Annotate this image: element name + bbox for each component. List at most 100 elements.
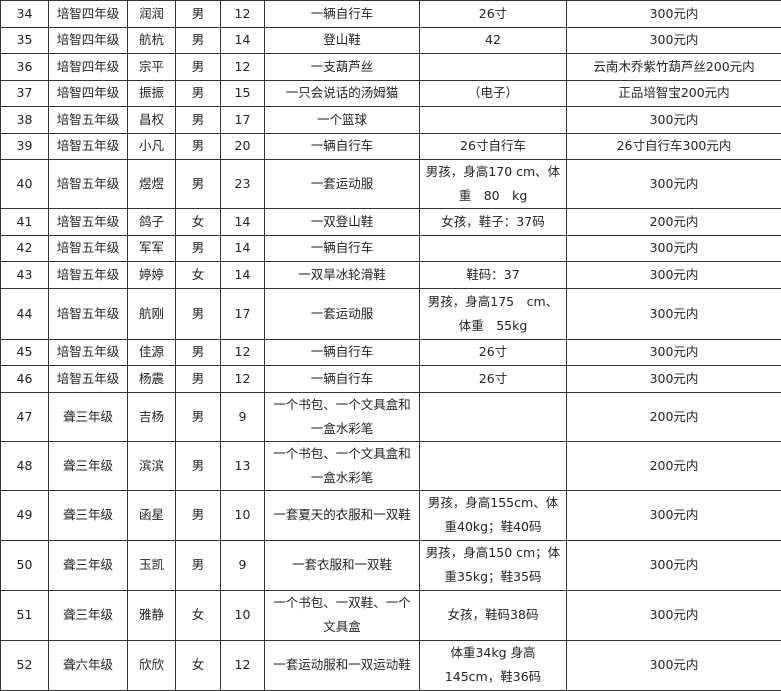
cell-budget: 300元内 [567, 540, 781, 590]
cell-grade: 培智五年级 [49, 288, 128, 339]
cell-budget: 300元内 [567, 366, 781, 393]
cell-age: 12 [221, 54, 265, 81]
cell-sex: 女 [176, 209, 221, 236]
cell-wish: 一双旱冰轮滑鞋 [265, 262, 420, 289]
cell-note: 26寸自行车 [420, 133, 567, 160]
cell-no: 49 [1, 490, 49, 540]
cell-wish: 一套运动服 [265, 160, 420, 209]
cell-sex: 女 [176, 640, 221, 690]
cell-no: 34 [1, 1, 49, 28]
cell-sex: 男 [176, 540, 221, 590]
cell-age: 14 [221, 262, 265, 289]
cell-age: 9 [221, 540, 265, 590]
cell-wish: 一辆自行车 [265, 339, 420, 366]
cell-budget: 200元内 [567, 209, 781, 236]
cell-no: 52 [1, 640, 49, 690]
cell-name: 宗平 [128, 54, 176, 81]
cell-wish: 一个书包、一双鞋、一个文具盒 [265, 590, 420, 640]
cell-note: 42 [420, 27, 567, 54]
cell-sex: 男 [176, 160, 221, 209]
cell-age: 20 [221, 133, 265, 160]
cell-no: 40 [1, 160, 49, 209]
cell-no: 37 [1, 80, 49, 107]
cell-wish: 一双登山鞋 [265, 209, 420, 236]
cell-grade: 培智五年级 [49, 209, 128, 236]
cell-budget: 300元内 [567, 1, 781, 28]
cell-no: 41 [1, 209, 49, 236]
cell-name: 航刚 [128, 288, 176, 339]
cell-name: 润润 [128, 1, 176, 28]
cell-note [420, 441, 567, 490]
cell-no: 43 [1, 262, 49, 289]
cell-no: 46 [1, 366, 49, 393]
cell-age: 13 [221, 441, 265, 490]
cell-wish: 一套衣服和一双鞋 [265, 540, 420, 590]
cell-wish: 一套运动服 [265, 288, 420, 339]
cell-age: 10 [221, 590, 265, 640]
cell-age: 17 [221, 288, 265, 339]
cell-grade: 聋三年级 [49, 441, 128, 490]
cell-sex: 男 [176, 1, 221, 28]
cell-wish: 登山鞋 [265, 27, 420, 54]
cell-age: 12 [221, 366, 265, 393]
cell-sex: 男 [176, 80, 221, 107]
cell-no: 35 [1, 27, 49, 54]
cell-no: 45 [1, 339, 49, 366]
cell-age: 12 [221, 1, 265, 28]
cell-note: 女孩，鞋子：37码 [420, 209, 567, 236]
cell-note: 26寸 [420, 1, 567, 28]
cell-grade: 培智五年级 [49, 366, 128, 393]
cell-no: 42 [1, 235, 49, 262]
cell-wish: 一套运动服和一双运动鞋 [265, 640, 420, 690]
cell-wish: 一只会说话的汤姆猫 [265, 80, 420, 107]
cell-name: 鸽子 [128, 209, 176, 236]
cell-name: 军军 [128, 235, 176, 262]
cell-no: 36 [1, 54, 49, 81]
cell-note: 男孩，身高150 cm；体重35kg；鞋35码 [420, 540, 567, 590]
cell-wish: 一支葫芦丝 [265, 54, 420, 81]
cell-note [420, 392, 567, 441]
cell-sex: 男 [176, 490, 221, 540]
cell-note: 男孩，身高170 cm、体重 80 kg [420, 160, 567, 209]
cell-budget: 200元内 [567, 441, 781, 490]
cell-age: 12 [221, 640, 265, 690]
cell-age: 14 [221, 235, 265, 262]
cell-budget: 300元内 [567, 235, 781, 262]
cell-wish: 一辆自行车 [265, 366, 420, 393]
cell-budget: 300元内 [567, 107, 781, 134]
cell-budget: 300元内 [567, 262, 781, 289]
cell-grade: 培智四年级 [49, 80, 128, 107]
cell-grade: 培智四年级 [49, 27, 128, 54]
cell-sex: 男 [176, 288, 221, 339]
cell-age: 9 [221, 392, 265, 441]
cell-wish: 一辆自行车 [265, 1, 420, 28]
cell-no: 39 [1, 133, 49, 160]
cell-sex: 女 [176, 262, 221, 289]
cell-grade: 培智五年级 [49, 133, 128, 160]
cell-name: 煜煜 [128, 160, 176, 209]
cell-name: 杨震 [128, 366, 176, 393]
cell-name: 婷婷 [128, 262, 176, 289]
cell-sex: 男 [176, 441, 221, 490]
cell-note: 26寸 [420, 339, 567, 366]
cell-name: 佳源 [128, 339, 176, 366]
cell-grade: 培智四年级 [49, 54, 128, 81]
cell-wish: 一套夏天的衣服和一双鞋 [265, 490, 420, 540]
cell-budget: 300元内 [567, 640, 781, 690]
cell-budget: 200元内 [567, 392, 781, 441]
cell-sex: 男 [176, 339, 221, 366]
cell-name: 吉杨 [128, 392, 176, 441]
cell-grade: 培智四年级 [49, 1, 128, 28]
cell-sex: 男 [176, 54, 221, 81]
cell-budget: 云南木乔紫竹葫芦丝200元内 [567, 54, 781, 81]
